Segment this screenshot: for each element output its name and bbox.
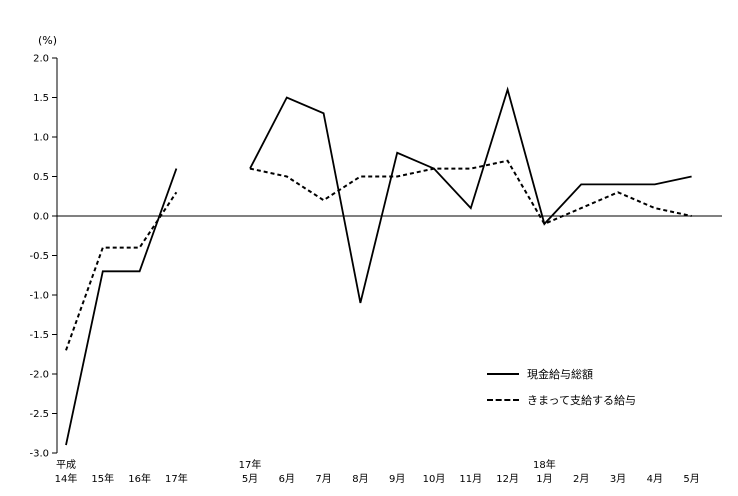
y-tick-label: 1.5 [33, 93, 49, 104]
y-axis-unit-label: (%) [38, 34, 58, 47]
x-tick-label: 17年 [165, 472, 188, 485]
y-tick-label: 0.5 [33, 172, 49, 183]
x-tick-label: 14年 [55, 472, 78, 485]
line-contractual-earnings [65, 191, 178, 351]
x-tick-label: 7月 [315, 473, 331, 485]
legend-label: きまって支給する給与 [527, 394, 637, 407]
y-tick-label: 0.0 [33, 212, 49, 223]
x-tick-label: 6月 [279, 473, 295, 485]
x-tick-label: 9月 [389, 473, 405, 485]
line-contractual-earnings [249, 159, 692, 226]
y-tick-label: -2.5 [29, 409, 49, 420]
y-tick-label: -3.0 [29, 449, 49, 460]
x-tick-label: 4月 [647, 473, 663, 485]
legend-item-contractual-earnings: きまって支給する給与 [487, 392, 636, 408]
x-tick-label: 12月 [496, 473, 519, 485]
line-cash-earnings-total [249, 86, 692, 304]
x-tick-label: 5月 [683, 473, 699, 485]
line-cash-earnings-total [65, 168, 178, 446]
x-tick-label: 10月 [423, 473, 446, 485]
x-tick-label: 11月 [459, 473, 482, 485]
y-tick-label: -0.5 [29, 251, 49, 262]
x-tick-label: 2月 [573, 473, 589, 485]
x-tick-label: 8月 [352, 473, 368, 485]
legend-label: 現金給与総額 [527, 368, 593, 381]
x-tick-label: 5月 [242, 473, 258, 485]
x-tick-label: 16年 [128, 472, 151, 485]
legend-item-cash-earnings-total: 現金給与総額 [487, 366, 636, 382]
x-year-label: 17年 [239, 458, 262, 471]
y-tick-label: -2.0 [29, 370, 49, 381]
solid-line-sample [487, 373, 519, 375]
dashed-line-sample [487, 399, 519, 401]
legend: 現金給与総額 きまって支給する給与 [487, 366, 636, 408]
y-tick-label: 1.0 [33, 133, 49, 144]
x-tick-label: 15年 [91, 472, 114, 485]
y-tick-label: -1.5 [29, 330, 49, 341]
x-year-label: 18年 [533, 458, 556, 471]
x-tick-label: 1月 [536, 473, 552, 485]
y-tick-label: -1.0 [29, 291, 49, 302]
x-year-label: 平成 [56, 459, 76, 471]
x-tick-label: 3月 [610, 473, 626, 485]
y-tick-label: 2.0 [33, 54, 49, 65]
